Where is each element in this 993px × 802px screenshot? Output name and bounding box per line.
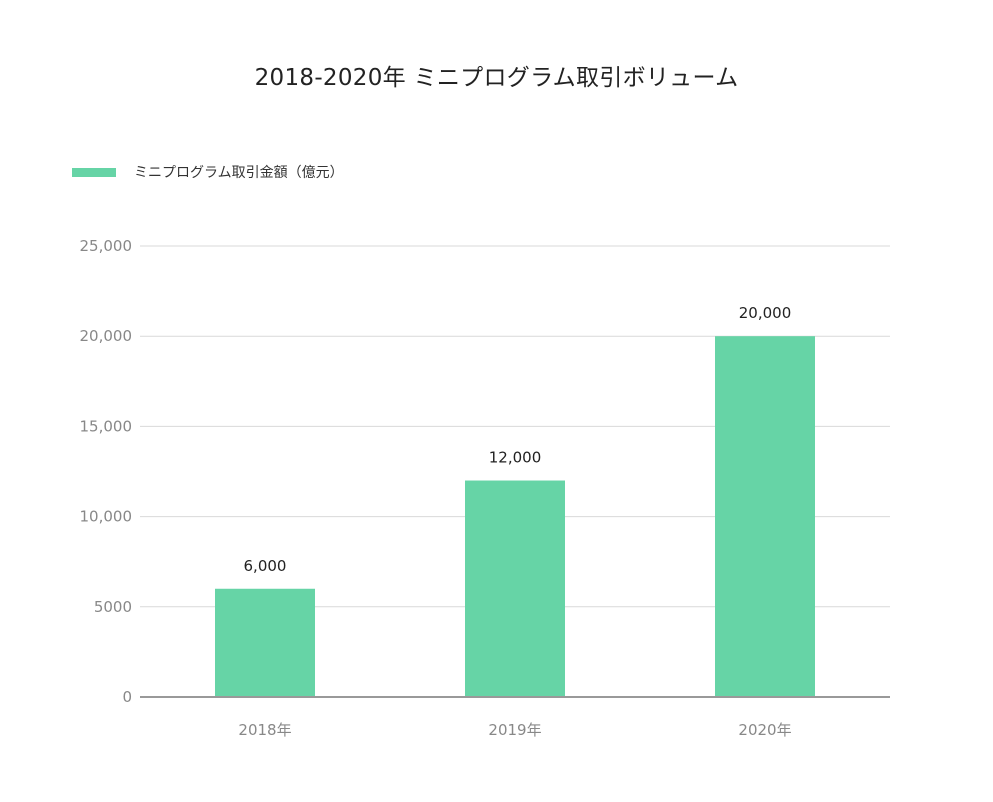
y-tick-label: 15,000 [80,417,133,435]
y-tick-label: 25,000 [80,237,133,255]
y-tick-label: 5000 [94,598,132,616]
bars [215,336,815,697]
y-tick-label: 10,000 [80,508,133,526]
bar [215,588,315,697]
legend-label: ミニプログラム取引金額（億元） [134,165,344,181]
chart-title: 2018-2020年 ミニプログラム取引ボリューム [254,65,739,91]
data-label: 6,000 [244,557,287,575]
x-tick-labels: 2018年 2019年 2020年 [238,721,791,739]
data-label: 12,000 [489,449,542,467]
bar [465,480,565,697]
legend-swatch [72,167,116,177]
x-tick-label: 2019年 [488,721,541,739]
x-tick-label: 2020年 [738,721,791,739]
bar [715,336,815,697]
y-tick-label: 0 [122,688,132,706]
data-label: 20,000 [739,304,792,322]
y-tick-label: 20,000 [80,327,133,345]
legend: ミニプログラム取引金額（億元） [72,160,344,184]
data-labels: 6,000 12,000 20,000 [244,304,792,575]
y-tick-labels: 0 5000 10,000 15,000 20,000 25,000 [80,237,133,706]
x-tick-label: 2018年 [238,721,291,739]
